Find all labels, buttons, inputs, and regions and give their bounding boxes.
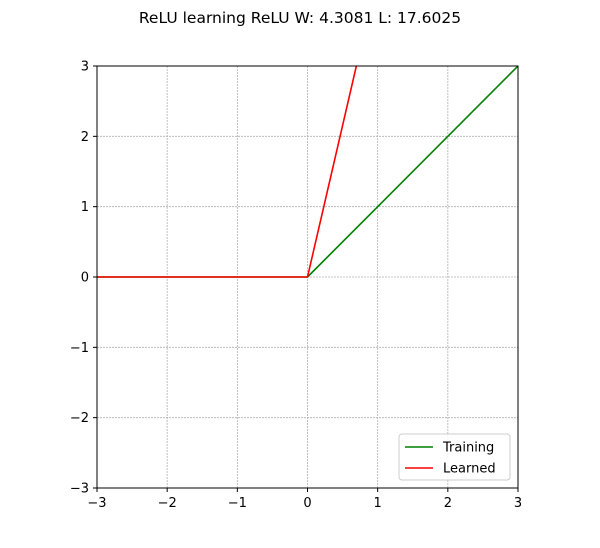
legend-label-training: Training [442,441,494,456]
series-line-learned [97,66,358,278]
x-tick-label: 3 [514,496,522,511]
y-tick-label: 0 [81,271,89,286]
x-tick-label: −1 [228,496,247,511]
chart-title: ReLU learning ReLU W: 4.3081 L: 17.6025 [139,9,461,27]
x-tick-label: −2 [158,496,177,511]
y-tick-label: 2 [81,130,89,145]
y-tick-label: 3 [81,60,89,75]
x-tick-label: 2 [444,496,452,511]
y-tick-label: −1 [70,341,89,356]
x-tick-label: 0 [303,496,311,511]
legend: Training Learned [398,433,511,481]
ticks: −3 −2 −1 0 1 2 3 −3 −2 −1 0 1 2 3 [70,60,522,512]
y-tick-label: 1 [81,200,89,215]
x-tick-label: 1 [374,496,382,511]
series-layer [97,66,518,278]
y-tick-label: −3 [70,482,89,497]
y-tick-label: −2 [70,411,89,426]
x-tick-label: −3 [87,496,106,511]
legend-label-learned: Learned [443,462,496,477]
